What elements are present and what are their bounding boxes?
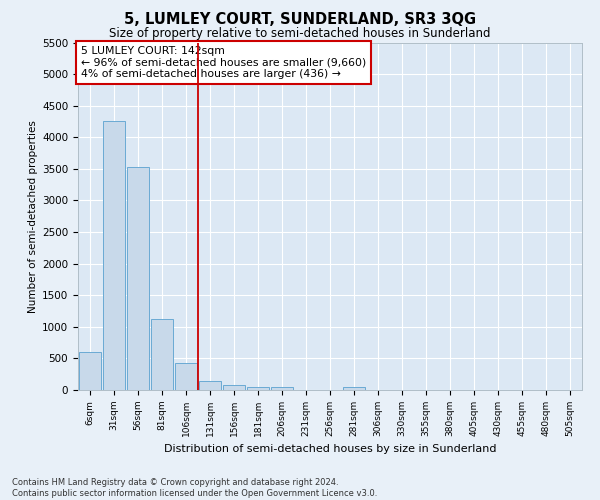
Bar	[103, 122, 125, 390]
Text: 5 LUMLEY COURT: 142sqm
← 96% of semi-detached houses are smaller (9,660)
4% of s: 5 LUMLEY COURT: 142sqm ← 96% of semi-det…	[80, 46, 366, 79]
Bar	[151, 318, 173, 390]
Text: Size of property relative to semi-detached houses in Sunderland: Size of property relative to semi-detach…	[109, 28, 491, 40]
Bar	[175, 363, 197, 390]
Bar	[127, 167, 149, 390]
Bar	[199, 380, 221, 390]
Bar	[247, 386, 269, 390]
Text: 5, LUMLEY COURT, SUNDERLAND, SR3 3QG: 5, LUMLEY COURT, SUNDERLAND, SR3 3QG	[124, 12, 476, 28]
Bar	[343, 387, 365, 390]
Text: Contains HM Land Registry data © Crown copyright and database right 2024.
Contai: Contains HM Land Registry data © Crown c…	[12, 478, 377, 498]
X-axis label: Distribution of semi-detached houses by size in Sunderland: Distribution of semi-detached houses by …	[164, 444, 496, 454]
Bar	[79, 352, 101, 390]
Bar	[271, 387, 293, 390]
Y-axis label: Number of semi-detached properties: Number of semi-detached properties	[28, 120, 38, 312]
Bar	[223, 386, 245, 390]
